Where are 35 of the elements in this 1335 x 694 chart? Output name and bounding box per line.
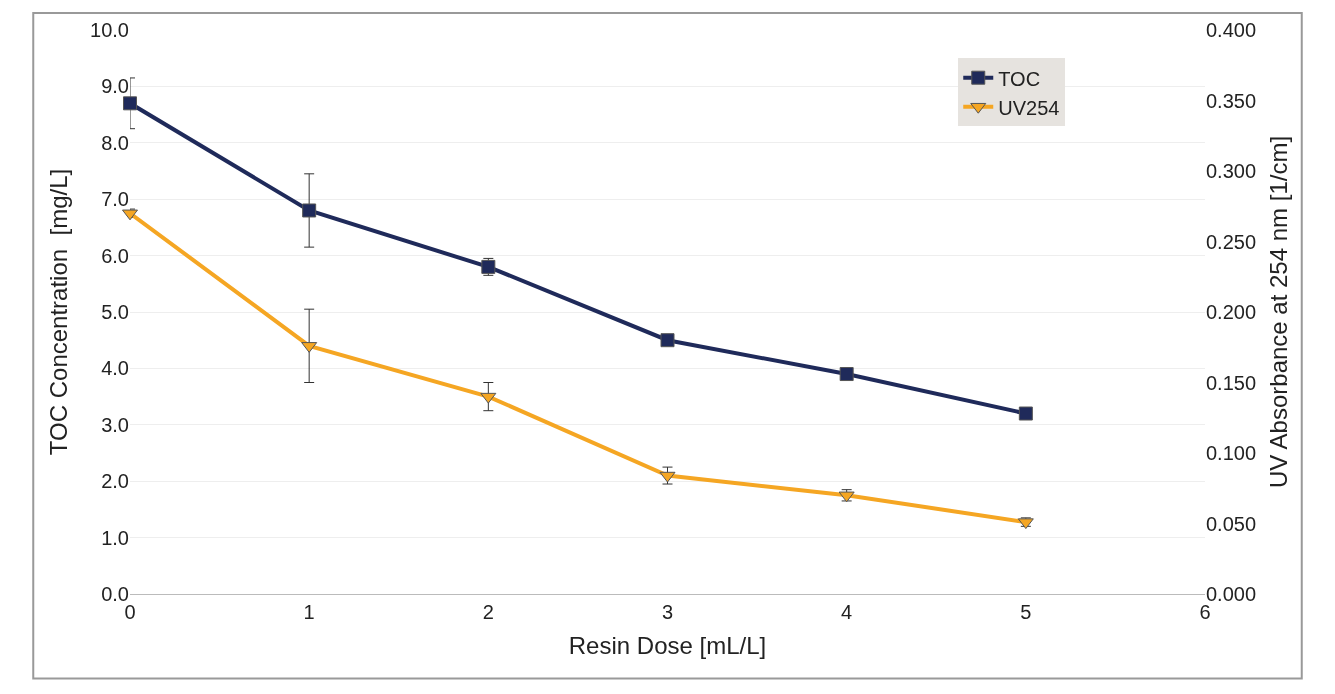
y2-tick-label: 0.300 — [1206, 160, 1257, 182]
point — [839, 367, 854, 382]
y-axis-title: TOC Concentration [mg/L] — [45, 168, 73, 456]
y-tick-label: 7.0 — [101, 188, 129, 211]
y2-tick-label: 0.250 — [1206, 230, 1257, 253]
x-tick-label: 3 — [661, 601, 674, 623]
y2-tick-label: 0.200 — [1206, 301, 1257, 323]
x-axis-title: Resin Dose [mL/L] — [568, 632, 767, 660]
y-tick-label: 6.0 — [101, 244, 129, 267]
x-tick-label: 1 — [303, 601, 315, 623]
legend-label: TOC — [998, 67, 1041, 90]
point — [660, 333, 675, 348]
point — [1018, 406, 1033, 421]
x-tick-label: 2 — [482, 601, 494, 623]
y-tick-label: 10.0 — [90, 19, 129, 41]
y-tick-label: 1.0 — [101, 526, 129, 549]
point — [659, 471, 676, 483]
y2-tick-label: 0.050 — [1206, 512, 1257, 535]
y2-axis-title: UV Absorbance at 254 nm [1/cm] — [1265, 135, 1293, 489]
y-tick-label: 4.0 — [101, 357, 129, 380]
y-tick-label: 5.0 — [101, 301, 129, 323]
y2-tick-label: 0.100 — [1206, 442, 1257, 464]
legend-label: UV254 — [998, 96, 1060, 119]
y-tick-label: 9.0 — [101, 75, 129, 98]
y-tick-label: 8.0 — [101, 131, 129, 154]
x-tick-label: 4 — [841, 601, 853, 623]
y-tick-label: 2.0 — [101, 470, 129, 493]
point — [480, 392, 497, 404]
y-tick-label: 3.0 — [101, 413, 129, 436]
y2-tick-label: 0.150 — [1206, 371, 1257, 394]
point — [123, 96, 137, 111]
y2-tick-label: 0.350 — [1206, 89, 1257, 112]
x-tick-label: 5 — [1020, 601, 1032, 623]
point — [302, 203, 317, 218]
y2-tick-label: 0.400 — [1206, 19, 1257, 41]
